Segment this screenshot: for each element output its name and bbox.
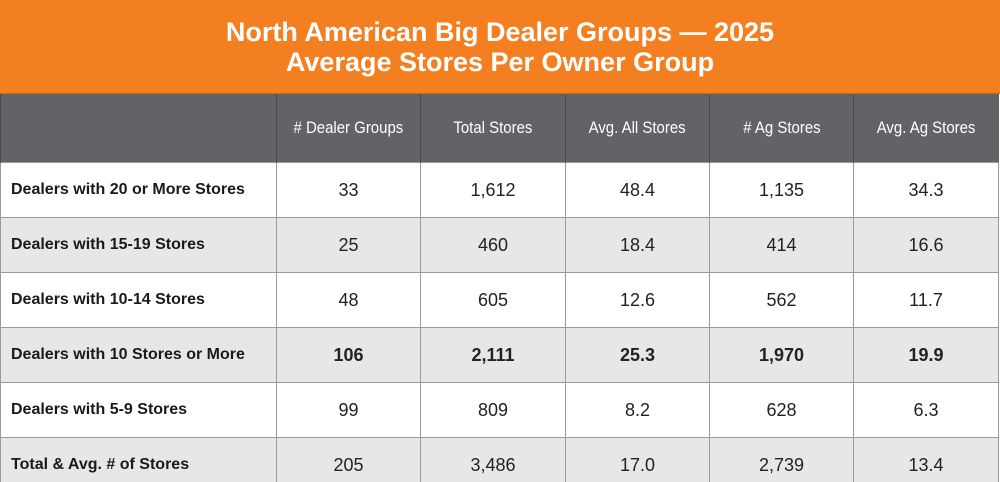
table-cell: 19.9 — [853, 327, 999, 383]
column-header: Total Stores — [420, 94, 566, 163]
row-label: Dealers with 15-19 Stores — [0, 217, 277, 273]
column-header: Avg. All Stores — [565, 94, 710, 163]
row-label: Total & Avg. # of Stores — [0, 437, 277, 482]
table-row: Dealers with 10-14 Stores 48 605 12.6 562 11.… — [0, 272, 999, 328]
table-row: Dealers with 15-19 Stores 25 460 18.4 414 16.… — [0, 217, 999, 273]
table-cell: 99 — [276, 382, 421, 438]
title-line-1: North American Big Dealer Groups — 2025 — [225, 16, 775, 47]
table-cell: 34.3 — [853, 162, 999, 218]
column-header: Avg. Ag Stores — [853, 94, 999, 163]
table-cell: 25 — [276, 217, 421, 273]
column-header-label: Total Stores — [453, 118, 533, 137]
row-label: Dealers with 20 or More Stores — [0, 162, 277, 218]
table-row: Dealers with 10 Stores or More 106 2,111 25… — [0, 327, 999, 383]
header-row: # Dealer Groups Total Stores Avg. All Stor… — [0, 94, 999, 163]
table-cell: 8.2 — [565, 382, 710, 438]
table-cell: 2,739 — [709, 437, 854, 482]
table-cell: 25.3 — [565, 327, 710, 383]
table-cell: 605 — [420, 272, 566, 328]
table-cell: 1,612 — [420, 162, 566, 218]
data-table: # Dealer Groups Total Stores Avg. All Stor… — [0, 94, 999, 482]
column-header-label: Avg. Ag Stores — [876, 118, 976, 137]
column-header-label: # Ag Stores — [742, 118, 821, 137]
table-row: Dealers with 20 or More Stores 33 1,612 48.… — [0, 162, 999, 218]
table-cell: 2,111 — [420, 327, 566, 383]
table-cell: 12.6 — [565, 272, 710, 328]
table-cell: 11.7 — [853, 272, 999, 328]
column-header: # Ag Stores — [709, 94, 854, 163]
column-header-label: Avg. All Stores — [588, 118, 687, 137]
table-row: Dealers with 5-9 Stores 99 809 8.2 628 6.3 — [0, 382, 999, 438]
table-cell: 13.4 — [853, 437, 999, 482]
table-cell: 562 — [709, 272, 854, 328]
table-cell: 33 — [276, 162, 421, 218]
row-label: Dealers with 5-9 Stores — [0, 382, 277, 438]
table-cell: 809 — [420, 382, 566, 438]
table-cell: 628 — [709, 382, 854, 438]
table-cell: 48.4 — [565, 162, 710, 218]
table-cell: 18.4 — [565, 217, 710, 273]
column-header-label: # Dealer Groups — [293, 118, 404, 137]
table-cell: 460 — [420, 217, 566, 273]
table-row: Total & Avg. # of Stores 205 3,486 17.0 2,73… — [0, 437, 999, 482]
table-cell: 205 — [276, 437, 421, 482]
table-cell: 106 — [276, 327, 421, 383]
column-header: # Dealer Groups — [276, 94, 421, 163]
table-cell: 414 — [709, 217, 854, 273]
table-cell: 17.0 — [565, 437, 710, 482]
table-cell: 48 — [276, 272, 421, 328]
table-cell: 3,486 — [420, 437, 566, 482]
row-label: Dealers with 10 Stores or More — [0, 327, 277, 383]
table-cell: 1,970 — [709, 327, 854, 383]
title-line-2: Average Stores Per Owner Group — [285, 46, 715, 77]
row-label: Dealers with 10-14 Stores — [0, 272, 277, 328]
table-title: North American Big Dealer Groups — 2025 … — [0, 0, 1000, 94]
table-cell: 16.6 — [853, 217, 999, 273]
table-cell: 6.3 — [853, 382, 999, 438]
column-header — [0, 94, 277, 163]
table-cell: 1,135 — [709, 162, 854, 218]
